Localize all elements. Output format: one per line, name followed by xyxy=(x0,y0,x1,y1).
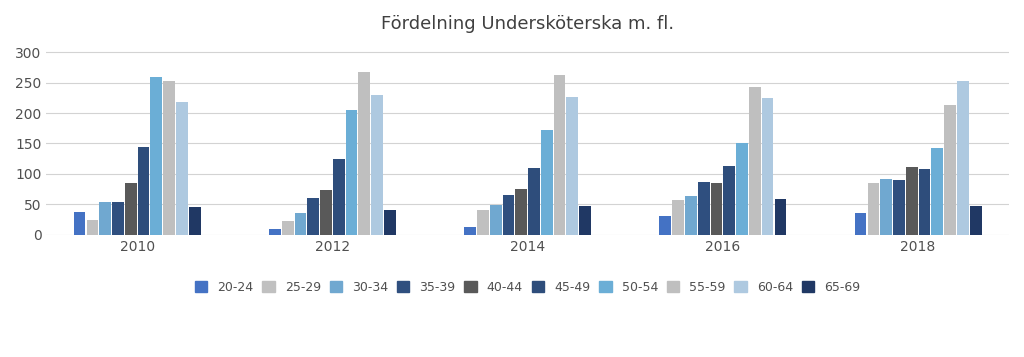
Bar xyxy=(163,81,175,235)
Bar xyxy=(762,99,773,235)
Bar xyxy=(867,183,880,235)
Bar xyxy=(736,144,748,235)
Bar xyxy=(970,206,982,235)
Bar xyxy=(541,130,553,235)
Bar xyxy=(906,167,918,235)
Bar xyxy=(86,220,98,235)
Bar xyxy=(99,202,111,235)
Bar xyxy=(358,72,371,235)
Bar xyxy=(774,200,786,235)
Bar xyxy=(321,190,332,235)
Bar xyxy=(372,95,383,235)
Bar xyxy=(333,159,345,235)
Bar xyxy=(489,205,502,235)
Bar xyxy=(137,147,150,235)
Bar xyxy=(528,168,540,235)
Bar xyxy=(346,110,357,235)
Bar xyxy=(176,102,187,235)
Bar xyxy=(295,213,306,235)
Bar xyxy=(957,81,969,235)
Bar xyxy=(711,183,722,235)
Bar xyxy=(659,216,672,235)
Bar xyxy=(749,87,761,235)
Bar xyxy=(282,221,294,235)
Bar xyxy=(566,97,579,235)
Title: Fördelning Undersköterska m. fl.: Fördelning Undersköterska m. fl. xyxy=(381,15,674,33)
Bar xyxy=(188,207,201,235)
Bar xyxy=(881,179,892,235)
Bar xyxy=(932,148,943,235)
Bar xyxy=(112,202,124,235)
Bar xyxy=(515,189,527,235)
Bar xyxy=(673,200,684,235)
Bar xyxy=(723,166,735,235)
Bar xyxy=(125,183,136,235)
Bar xyxy=(919,169,931,235)
Bar xyxy=(554,75,565,235)
Bar xyxy=(503,195,514,235)
Bar xyxy=(697,182,710,235)
Bar xyxy=(855,213,866,235)
Bar xyxy=(893,180,905,235)
Bar xyxy=(307,198,319,235)
Bar xyxy=(384,210,395,235)
Bar xyxy=(74,212,85,235)
Bar xyxy=(269,229,281,235)
Bar xyxy=(685,196,696,235)
Bar xyxy=(944,105,956,235)
Legend: 20-24, 25-29, 30-34, 35-39, 40-44, 45-49, 50-54, 55-59, 60-64, 65-69: 20-24, 25-29, 30-34, 35-39, 40-44, 45-49… xyxy=(189,276,865,299)
Bar xyxy=(477,210,488,235)
Bar xyxy=(580,206,591,235)
Bar xyxy=(464,227,476,235)
Bar xyxy=(151,77,162,235)
